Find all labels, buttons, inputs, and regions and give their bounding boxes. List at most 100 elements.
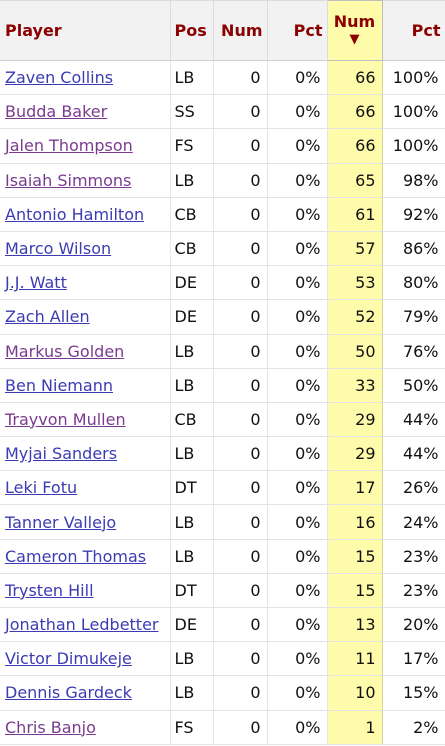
offense-pct-cell: 0%: [267, 368, 328, 403]
position-cell: DT: [170, 573, 214, 609]
defense-num-cell: 61: [326, 197, 383, 232]
defense-pct-cell: 98%: [382, 163, 445, 198]
player-link[interactable]: Trysten Hill: [5, 580, 94, 600]
defense-num-cell: 1: [326, 710, 383, 745]
table-row: Jalen Thompson FS 0 0% 66 100%: [0, 128, 445, 164]
offense-pct-cell: 0%: [267, 60, 328, 96]
defense-pct-cell: 26%: [382, 470, 445, 506]
player-cell: Tanner Vallejo: [0, 504, 171, 540]
table-row: Myjai Sanders LB 0 0% 29 44%: [0, 436, 445, 472]
defense-pct-cell: 24%: [382, 504, 445, 540]
offense-num-cell: 0: [213, 607, 268, 643]
player-link[interactable]: Trayvon Mullen: [5, 409, 126, 429]
offense-pct-cell: 0%: [267, 128, 328, 164]
player-link[interactable]: Jonathan Ledbetter: [5, 615, 159, 635]
defense-num-cell: 53: [326, 265, 383, 301]
player-cell: Jonathan Ledbetter: [0, 607, 171, 643]
defense-pct-cell: 76%: [382, 334, 445, 369]
table-header: Player Pos Num Pct Num ▼ Pct: [0, 0, 445, 61]
offense-num-cell: 0: [213, 94, 268, 130]
col-header-offense-pct[interactable]: Pct: [267, 0, 328, 61]
defense-pct-cell: 15%: [382, 675, 445, 711]
player-link[interactable]: Ben Niemann: [5, 375, 113, 395]
sort-descending-icon: ▼: [349, 31, 360, 47]
defense-num-cell: 15: [326, 573, 383, 609]
defense-pct-cell: 44%: [382, 402, 445, 438]
player-cell: Cameron Thomas: [0, 539, 171, 574]
player-link[interactable]: Budda Baker: [5, 102, 108, 122]
offense-num-cell: 0: [213, 470, 268, 506]
defense-num-cell: 57: [326, 231, 383, 267]
player-link[interactable]: Zach Allen: [5, 307, 90, 327]
offense-pct-cell: 0%: [267, 436, 328, 472]
offense-num-cell: 0: [213, 710, 268, 745]
player-link[interactable]: Markus Golden: [5, 341, 125, 361]
offense-pct-cell: 0%: [267, 539, 328, 574]
defense-pct-cell: 50%: [382, 368, 445, 403]
position-cell: LB: [170, 163, 214, 198]
defense-num-cell: 66: [326, 60, 383, 96]
offense-pct-cell: 0%: [267, 163, 328, 198]
col-header-defense-num-sorted[interactable]: Num ▼: [326, 0, 383, 61]
defense-num-cell: 52: [326, 299, 383, 335]
offense-pct-cell: 0%: [267, 299, 328, 335]
table-row: Ben Niemann LB 0 0% 33 50%: [0, 368, 445, 403]
table-row: Trysten Hill DT 0 0% 15 23%: [0, 573, 445, 609]
position-cell: CB: [170, 231, 214, 267]
offense-num-cell: 0: [213, 197, 268, 232]
position-cell: DT: [170, 470, 214, 506]
player-cell: Marco Wilson: [0, 231, 171, 267]
player-link[interactable]: Cameron Thomas: [5, 546, 147, 566]
position-cell: FS: [170, 710, 214, 745]
player-link[interactable]: Antonio Hamilton: [5, 204, 145, 224]
defense-pct-cell: 17%: [382, 641, 445, 677]
player-cell: Ben Niemann: [0, 368, 171, 403]
offense-num-cell: 0: [213, 334, 268, 369]
position-cell: CB: [170, 402, 214, 438]
table-row: Chris Banjo FS 0 0% 1 2%: [0, 710, 445, 745]
position-cell: DE: [170, 265, 214, 301]
offense-num-cell: 0: [213, 573, 268, 609]
table-row: Isaiah Simmons LB 0 0% 65 98%: [0, 163, 445, 198]
defense-num-cell: 29: [326, 402, 383, 438]
position-cell: CB: [170, 197, 214, 232]
defense-pct-cell: 20%: [382, 607, 445, 643]
player-link[interactable]: Chris Banjo: [5, 717, 96, 737]
offense-pct-cell: 0%: [267, 607, 328, 643]
col-header-defense-pct[interactable]: Pct: [382, 0, 445, 61]
table-row: Cameron Thomas LB 0 0% 15 23%: [0, 539, 445, 574]
player-link[interactable]: Leki Fotu: [5, 478, 78, 498]
offense-num-cell: 0: [213, 231, 268, 267]
player-cell: Leki Fotu: [0, 470, 171, 506]
player-link[interactable]: Myjai Sanders: [5, 444, 118, 464]
position-cell: LB: [170, 641, 214, 677]
defense-pct-cell: 79%: [382, 299, 445, 335]
table-row: Marco Wilson CB 0 0% 57 86%: [0, 231, 445, 267]
player-link[interactable]: Zaven Collins: [5, 68, 114, 88]
col-header-pos[interactable]: Pos: [170, 0, 214, 61]
player-link[interactable]: Marco Wilson: [5, 239, 112, 259]
offense-pct-cell: 0%: [267, 641, 328, 677]
header-row: Player Pos Num Pct Num ▼ Pct: [0, 0, 445, 61]
table-row: J.J. Watt DE 0 0% 53 80%: [0, 265, 445, 301]
player-cell: Victor Dimukeje: [0, 641, 171, 677]
offense-num-cell: 0: [213, 299, 268, 335]
table-row: Trayvon Mullen CB 0 0% 29 44%: [0, 402, 445, 438]
player-cell: Zach Allen: [0, 299, 171, 335]
player-link[interactable]: Dennis Gardeck: [5, 683, 132, 703]
player-link[interactable]: Isaiah Simmons: [5, 170, 132, 190]
offense-num-cell: 0: [213, 504, 268, 540]
defense-pct-cell: 92%: [382, 197, 445, 232]
col-header-player[interactable]: Player: [0, 0, 171, 61]
offense-pct-cell: 0%: [267, 710, 328, 745]
player-link[interactable]: J.J. Watt: [5, 273, 67, 293]
player-link[interactable]: Victor Dimukeje: [5, 649, 132, 669]
table-row: Antonio Hamilton CB 0 0% 61 92%: [0, 197, 445, 232]
col-header-offense-num[interactable]: Num: [213, 0, 268, 61]
player-cell: Budda Baker: [0, 94, 171, 130]
table-row: Victor Dimukeje LB 0 0% 11 17%: [0, 641, 445, 677]
player-link[interactable]: Tanner Vallejo: [5, 512, 117, 532]
defense-pct-cell: 44%: [382, 436, 445, 472]
offense-num-cell: 0: [213, 368, 268, 403]
player-link[interactable]: Jalen Thompson: [5, 136, 133, 156]
